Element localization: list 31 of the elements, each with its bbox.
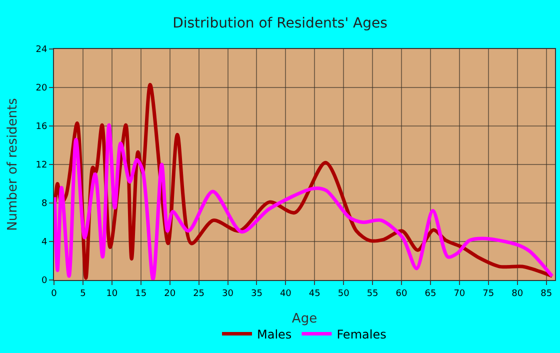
y-tick-label: 0 <box>41 276 48 286</box>
x-tick-label: 65 <box>424 288 436 299</box>
x-tick-label: 75 <box>482 288 494 299</box>
x-tick-label: 85 <box>540 288 552 299</box>
x-tick-label: 20 <box>164 288 176 299</box>
x-tick-label: 55 <box>366 288 378 299</box>
y-axis-title: Number of residents <box>6 98 21 231</box>
chart-title: Distribution of Residents' Ages <box>172 15 388 32</box>
x-tick-label: 0 <box>51 288 58 299</box>
x-tick-label: 40 <box>280 288 292 299</box>
x-tick-label: 10 <box>106 288 118 299</box>
x-tick-label: 5 <box>80 288 86 299</box>
x-tick-label: 25 <box>193 288 205 299</box>
x-tick-label: 60 <box>396 288 408 299</box>
x-tick-label: 15 <box>135 288 147 299</box>
y-tick-label: 12 <box>36 160 48 171</box>
x-tick-label: 50 <box>338 288 350 299</box>
y-tick-label: 24 <box>36 45 48 56</box>
y-tick-label: 20 <box>36 84 48 94</box>
legend-label: Males <box>257 327 292 342</box>
x-tick-label: 45 <box>308 288 320 299</box>
x-axis-title: Age <box>292 311 318 326</box>
legend-label: Females <box>336 327 386 342</box>
line-series <box>54 123 554 280</box>
x-tick-label: 30 <box>222 288 234 299</box>
y-tick-label: 16 <box>36 122 48 132</box>
y-tick-label: 8 <box>41 199 48 210</box>
x-tick-label: 80 <box>512 288 524 299</box>
y-tick-label: 4 <box>41 238 48 248</box>
x-tick-label: 35 <box>250 288 262 299</box>
x-tick-label: 70 <box>454 288 466 299</box>
